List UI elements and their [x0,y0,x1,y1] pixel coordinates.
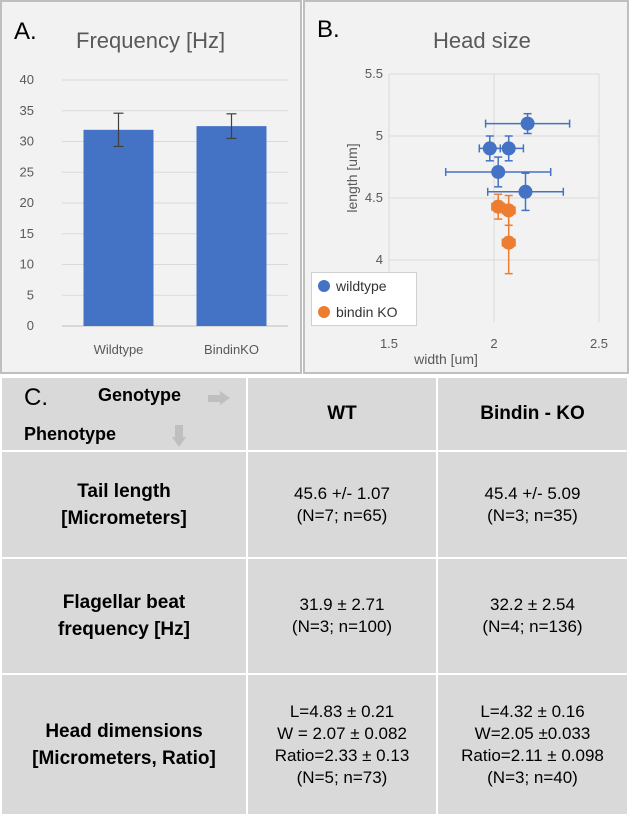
data-point-wildtype [518,184,533,199]
cell-line: (N=4; n=136) [482,617,583,637]
data-point-bindin-ko [501,235,516,250]
y-axis-label: length [um] [344,143,360,212]
table-row: Flagellar beat frequency [Hz] 31.9 ± 2.7… [2,558,627,674]
cell-line: W = 2.07 ± 0.082 [277,723,407,743]
cell-line: 31.9 ± 2.71 [299,595,385,615]
cell-line: (N=3; n=35) [487,505,578,525]
panel-b-label: B. [317,16,340,43]
legend-item-bindin-ko: bindin KO [312,299,416,325]
genotype-header: Genotype [98,385,182,405]
data-point-wildtype [501,141,516,156]
cell-ko-beat-frequency: 32.2 ± 2.54 (N=4; n=136) [438,558,627,674]
legend-item-wildtype: wildtype [312,273,416,299]
table-row: Tail length [Micrometers] 45.6 +/- 1.07 … [2,452,627,557]
cell-ko-tail-length: 45.4 +/- 5.09 (N=3; n=35) [438,452,627,557]
cell-line: 32.2 ± 2.54 [490,595,575,615]
scatter-legend: wildtype bindin KO [311,272,417,326]
phenotype-header: Phenotype [24,424,117,444]
y-tick-label: 5.5 [365,66,383,81]
cell-line: (N=3; n=40) [487,767,578,787]
row-header-line: Head dimensions [45,720,203,742]
y-tick-label: 35 [20,103,34,118]
data-point-bindin-ko [501,203,516,218]
cell-line: L=4.32 ± 0.16 [480,701,585,721]
scatter-chart-title: Head size [433,28,531,53]
legend-marker-wildtype [318,280,330,292]
panel-b: B. Head size 1.5 2 2.5 4 4.5 5 5.5 width [um] le… [303,0,629,374]
bar-chart-title: Frequency [Hz] [76,28,226,53]
bar-chart: 0 5 10 15 20 25 30 35 40 Wildtype BindinKO [20,72,288,357]
y-tick-label: 30 [20,134,34,149]
table-row: Head dimensions [Micrometers, Ratio] L=4… [2,675,627,814]
row-header-beat-frequency: Flagellar beat frequency [Hz] [2,558,246,674]
row-header-tail-length: Tail length [Micrometers] [2,452,246,557]
cell-line: Ratio=2.11 ± 0.098 [461,745,604,765]
cell-line: L=4.83 ± 0.21 [289,701,395,721]
cell-line: (N=3; n=100) [291,617,393,637]
x-tick-label: Wildtype [94,342,144,357]
cell-wt-tail-length: 45.6 +/- 1.07 (N=7; n=65) [248,452,436,557]
arrow-down-icon [172,425,186,447]
row-header-line: Tail length [77,480,171,502]
cell-ko-head-dimensions: L=4.32 ± 0.16 W=2.05 ±0.033 Ratio=2.11 ±… [438,675,627,814]
cell-wt-beat-frequency: 31.9 ± 2.71 (N=3; n=100) [248,558,436,674]
column-header-bindin-ko: Bindin - KO [438,378,627,451]
panel-a: A. Frequency [Hz] 0 5 10 15 20 25 30 35 40 Wildty… [0,0,302,374]
y-tick-label: 20 [20,195,34,210]
row-header-line: Flagellar beat [62,592,186,614]
x-tick-label: 2.5 [590,336,608,351]
cell-line: 45.6 +/- 1.07 [294,483,390,503]
cell-line: (N=7; n=65) [296,505,388,525]
legend-label-bindin-ko: bindin KO [336,304,398,320]
legend-marker-bindin-ko [318,306,330,318]
x-tick-label: 1.5 [380,336,398,351]
y-tick-label: 15 [20,226,34,241]
cell-line: W=2.05 ±0.033 [474,723,591,743]
x-tick-label: BindinKO [204,342,259,357]
row-header-line: frequency [Hz] [58,619,190,641]
table-header-row: C. Genotype Phenotype WT Bindin - KO [2,378,627,451]
x-axis-label: width [um] [413,351,478,367]
cell-line: Ratio=2.33 ± 0.13 [274,745,410,765]
y-tick-label: 40 [20,72,34,87]
row-header-line: [Micrometers] [61,507,187,529]
legend-label-wildtype: wildtype [336,278,387,294]
x-tick-label: 2 [490,336,497,351]
y-tick-label: 4.5 [365,190,383,205]
cell-line: 45.4 +/- 5.09 [484,483,581,503]
row-header-head-dimensions: Head dimensions [Micrometers, Ratio] [2,675,246,814]
row-header-line: [Micrometers, Ratio] [32,747,216,769]
data-point-wildtype [491,164,506,179]
panel-c-label: C. [24,384,48,411]
phenotype-table-panel: C. Genotype Phenotype WT Bindin - KO Tai… [0,376,629,816]
table-corner-cell: C. Genotype Phenotype [2,378,246,451]
y-tick-label: 0 [27,318,34,333]
cell-wt-head-dimensions: L=4.83 ± 0.21 W = 2.07 ± 0.082 Ratio=2.3… [248,675,436,814]
y-tick-label: 5 [27,287,34,302]
bar [83,129,154,326]
y-tick-label: 25 [20,164,34,179]
data-point-wildtype [520,116,535,131]
column-header-wt: WT [248,378,436,451]
y-tick-label: 4 [376,252,383,267]
panel-a-label: A. [14,18,37,45]
bar [196,126,267,326]
scatter-chart: 1.5 2 2.5 4 4.5 5 5.5 width [um] length [um] [344,66,608,367]
y-tick-label: 10 [20,257,34,272]
cell-line: (N=5; n=73) [296,767,388,787]
y-tick-label: 5 [376,128,383,143]
phenotype-table: C. Genotype Phenotype WT Bindin - KO Tai… [0,376,629,816]
